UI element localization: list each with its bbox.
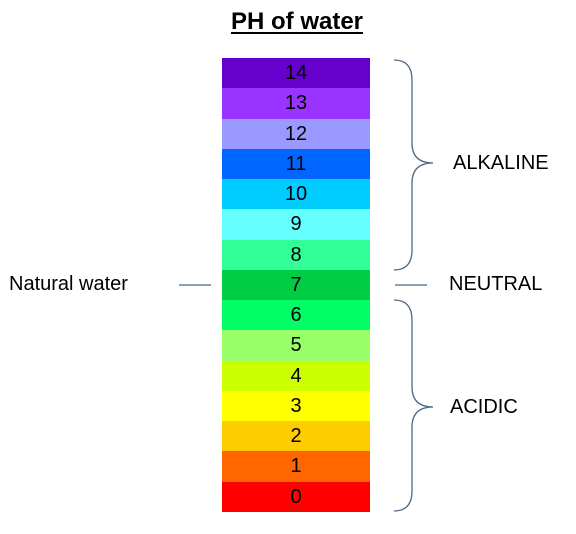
ph-level-7: 7 [222, 269, 370, 301]
neutral-label: NEUTRAL [449, 273, 543, 295]
ph-level-1: 1 [222, 451, 370, 482]
ph-level-6: 6 [222, 300, 370, 331]
ph-scale: 14 13 12 11 10 9 8 7 6 5 4 3 2 1 0 [222, 58, 370, 512]
ph-level-13: 13 [222, 88, 370, 119]
ph-level-3: 3 [222, 390, 370, 422]
ph-level-14: 14 [222, 58, 370, 89]
acidic-label: ACIDIC [450, 396, 518, 418]
ph-level-5: 5 [222, 330, 370, 361]
ph-level-8: 8 [222, 239, 370, 270]
ph-level-9: 9 [222, 209, 370, 240]
natural-water-label: Natural water [9, 273, 128, 295]
ph-level-10: 10 [222, 179, 370, 210]
ph-level-4: 4 [222, 360, 370, 391]
ph-level-12: 12 [222, 118, 370, 149]
diagram-title: PH of water [230, 8, 364, 35]
ph-level-2: 2 [222, 421, 370, 452]
alkaline-brace [393, 59, 434, 271]
ph-level-0: 0 [222, 481, 370, 512]
alkaline-label: ALKALINE [453, 152, 549, 174]
acidic-brace [393, 299, 434, 512]
ph-level-11: 11 [222, 148, 370, 180]
